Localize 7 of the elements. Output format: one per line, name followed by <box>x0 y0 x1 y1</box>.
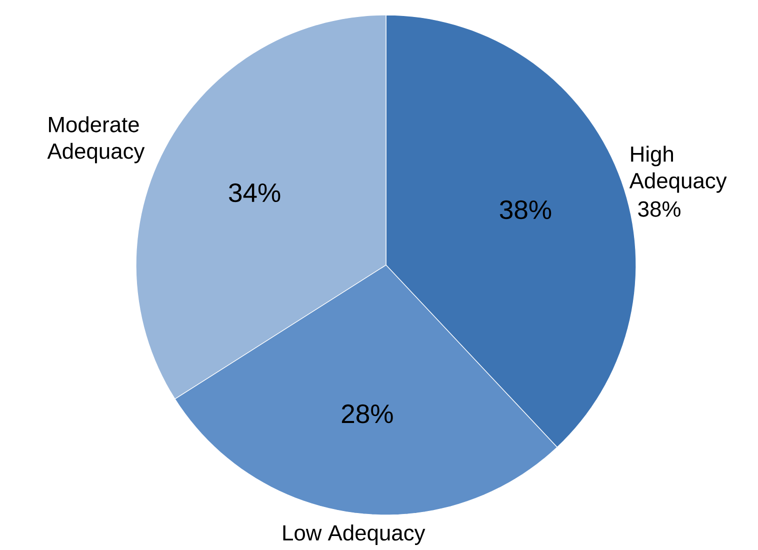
data-label: 34% <box>228 183 280 202</box>
slice-label: Moderate Adequacy <box>47 116 145 164</box>
slice-label: High Adequacy <box>629 146 727 193</box>
slice-label: Low Adequacy <box>283 524 426 545</box>
data-label: 38% <box>500 200 552 220</box>
text: 38% <box>638 201 680 217</box>
data-label: 28% <box>342 404 393 424</box>
